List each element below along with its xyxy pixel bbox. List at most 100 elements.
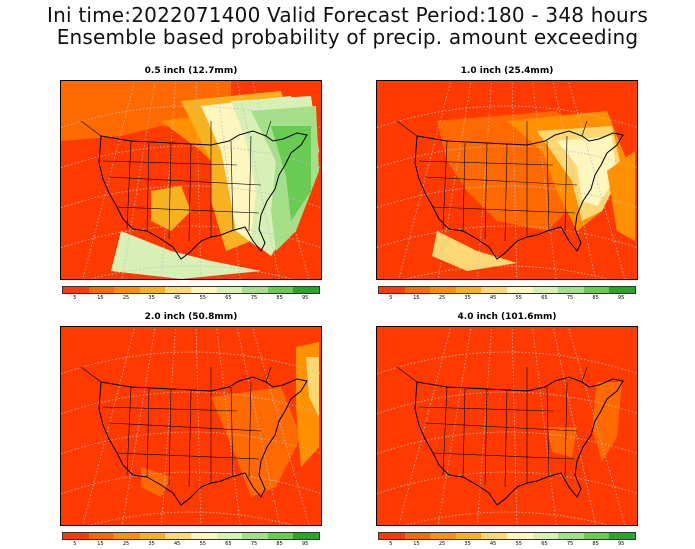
graticule <box>61 81 321 279</box>
color-bar-segment <box>506 287 533 293</box>
canada-boundary <box>80 120 272 145</box>
color-bar-tick-label: 75 <box>566 295 574 301</box>
country-outline <box>98 376 308 506</box>
state-boundary <box>484 388 488 486</box>
graticule-meridian <box>568 327 626 525</box>
graticule-meridian <box>82 81 136 279</box>
graticule-meridian <box>552 327 596 525</box>
color-bar <box>378 532 636 540</box>
graticule-meridian <box>568 81 626 279</box>
color-bar-segment <box>455 287 482 293</box>
color-bar-segment <box>583 287 610 293</box>
color-bar-segment <box>165 287 191 293</box>
color-bar-segment <box>165 533 191 539</box>
color-bar-tick-label: 65 <box>541 295 548 301</box>
color-bar-tick-label: 85 <box>592 295 599 301</box>
header-title-line2: Ensemble based probability of precip. am… <box>56 25 639 49</box>
color-bar-ticks: 5 15 25 35 45 55 65 75 85 95 <box>378 541 634 549</box>
state-boundary <box>564 381 568 478</box>
graticule-meridian <box>161 81 177 279</box>
color-bar-tick-label: 85 <box>276 541 283 547</box>
color-bar-segment <box>379 287 405 293</box>
graticule-meridian <box>195 327 202 525</box>
state-boundaries <box>102 381 262 488</box>
probability-region <box>557 136 617 206</box>
state-boundaries <box>418 135 578 242</box>
color-bar-tick-label: 5 <box>73 295 77 301</box>
probability-map <box>60 326 322 526</box>
state-boundary <box>418 160 554 166</box>
state-boundary <box>116 206 260 214</box>
color-bar-segment <box>216 533 243 539</box>
state-boundary <box>188 143 192 242</box>
color-bar-tick-label: 25 <box>122 541 130 547</box>
graticule-meridian <box>121 327 156 525</box>
graticule-meridian <box>82 327 136 525</box>
state-boundary <box>116 452 260 460</box>
color-bar-segment <box>558 287 584 293</box>
color-bar-segment <box>379 533 405 539</box>
state-boundary <box>484 142 488 240</box>
color-bar-segment <box>88 533 115 539</box>
state-boundary <box>418 406 554 412</box>
color-bar-segment <box>63 533 89 539</box>
state-boundary <box>248 381 252 478</box>
graticule-meridian <box>236 81 280 279</box>
color-bar-tick-label: 95 <box>302 541 309 547</box>
graticule-meridian <box>195 81 202 279</box>
color-bar-segment <box>63 287 89 293</box>
color-bar-tick-label: 35 <box>148 295 155 301</box>
color-bar-tick-label: 35 <box>148 541 155 547</box>
color-bar-segment <box>293 287 319 293</box>
graticule-meridian <box>511 327 518 525</box>
state-boundary <box>442 140 448 230</box>
state-boundary <box>424 176 578 186</box>
color-bar-segment <box>88 287 115 293</box>
graticule <box>377 327 637 525</box>
canada-boundary <box>396 120 588 145</box>
color-bar-tick-label: 35 <box>464 541 471 547</box>
canada-boundary <box>80 366 272 391</box>
probability-region <box>211 387 301 497</box>
state-boundary <box>504 143 508 242</box>
state-boundary <box>442 386 448 476</box>
state-boundary <box>146 388 150 478</box>
graticule-meridian <box>236 327 280 525</box>
graticule-meridian <box>216 81 241 279</box>
state-boundary <box>462 388 466 478</box>
graticule-meridian <box>511 81 518 279</box>
color-bar-tick-label: 5 <box>389 295 393 301</box>
state-boundary <box>432 206 576 214</box>
color-bar-tick-label: 75 <box>250 541 258 547</box>
color-bar <box>62 286 320 294</box>
color-bar-segment <box>293 533 319 539</box>
state-boundary <box>168 388 172 486</box>
color-bar-segment <box>430 287 456 293</box>
color-bar-ticks: 5 15 25 35 45 55 65 75 85 95 <box>62 295 318 303</box>
color-bar-segment <box>609 533 635 539</box>
graticule-meridian <box>161 327 177 525</box>
color-bar <box>62 532 320 540</box>
color-bar-tick-label: 25 <box>122 295 130 301</box>
graticule-meridian <box>252 81 310 279</box>
color-bar-segment <box>242 533 268 539</box>
panel-title: 1.0 inch (25.4mm) <box>460 66 554 76</box>
color-bar-tick-label: 65 <box>225 541 232 547</box>
color-bar-segment <box>267 287 294 293</box>
probability-region <box>271 126 311 221</box>
state-boundary <box>230 386 234 478</box>
color-bar-segment <box>532 287 559 293</box>
color-bar-tick-label: 45 <box>490 541 497 547</box>
graticule-meridian <box>252 327 310 525</box>
probability-map <box>376 80 638 280</box>
graticule-meridian <box>216 327 241 525</box>
color-bar-tick-label: 45 <box>174 295 181 301</box>
color-bar-ticks: 5 15 25 35 45 55 65 75 85 95 <box>62 541 318 549</box>
color-bar-segment <box>430 533 456 539</box>
state-boundaries <box>418 381 578 488</box>
state-boundary <box>126 386 132 476</box>
color-bar-tick-label: 65 <box>541 541 548 547</box>
color-bar-segment <box>455 533 482 539</box>
color-bar-segment <box>583 533 610 539</box>
color-bar-segment <box>404 287 431 293</box>
